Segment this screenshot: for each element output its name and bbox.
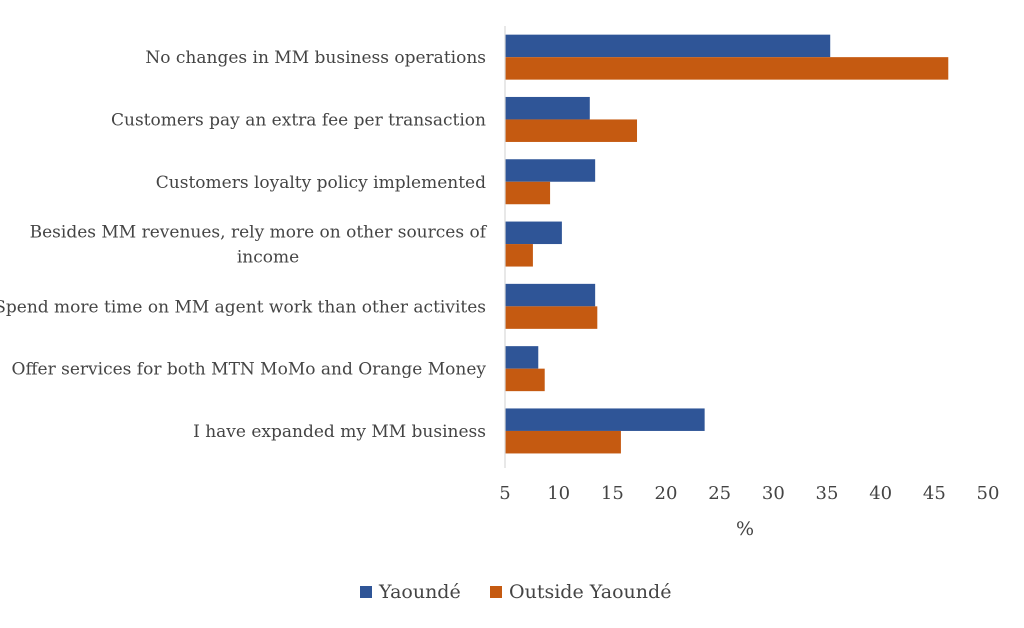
x-tick-label-15: 15 bbox=[601, 483, 624, 504]
bar-yaounde-2 bbox=[505, 159, 596, 182]
bar-yaounde-5 bbox=[505, 346, 539, 369]
category-label-1: Customers pay an extra fee per transacti… bbox=[111, 110, 486, 130]
bar-outside-yaounde-4 bbox=[505, 306, 598, 329]
bar-outside-yaounde-1 bbox=[505, 119, 638, 142]
x-tick-label-40: 40 bbox=[869, 483, 892, 504]
category-label-3-line-1: income bbox=[237, 248, 299, 268]
legend-swatch-outside-yaounde bbox=[490, 586, 502, 598]
legend-label-yaounde: Yaoundé bbox=[378, 581, 461, 603]
bar-yaounde-6 bbox=[505, 408, 705, 431]
x-tick-label-20: 20 bbox=[655, 483, 678, 504]
bar-outside-yaounde-2 bbox=[505, 181, 551, 205]
x-tick-label-45: 45 bbox=[923, 483, 946, 504]
bar-yaounde-0 bbox=[505, 34, 831, 58]
x-tick-label-5: 5 bbox=[499, 483, 510, 504]
bar-yaounde-1 bbox=[505, 96, 590, 120]
x-tick-label-25: 25 bbox=[708, 483, 731, 504]
bar-yaounde-3 bbox=[505, 221, 562, 245]
x-tick-label-50: 50 bbox=[977, 483, 1000, 504]
x-tick-labels: 5 10 15 20 25 30 35 40 45 50 bbox=[499, 483, 999, 504]
category-label-5: Offer services for both MTN MoMo and Ora… bbox=[12, 360, 487, 380]
bar-outside-yaounde-3 bbox=[505, 244, 533, 267]
bar-outside-yaounde-0 bbox=[505, 57, 949, 80]
category-label-3-line-0: Besides MM revenues, rely more on other … bbox=[30, 223, 488, 243]
x-tick-label-35: 35 bbox=[816, 483, 839, 504]
category-label-6: I have expanded my MM business bbox=[193, 422, 486, 442]
category-label-0: No changes in MM business operations bbox=[145, 48, 486, 68]
legend-label-outside-yaounde: Outside Yaoundé bbox=[509, 581, 671, 603]
x-axis-title: % bbox=[736, 518, 754, 540]
legend: Yaoundé Outside Yaoundé bbox=[360, 581, 671, 603]
bar-yaounde-4 bbox=[505, 283, 596, 307]
category-labels: No changes in MM business operations Cust… bbox=[0, 48, 488, 442]
bars-group bbox=[505, 34, 949, 454]
category-label-4: Spend more time on MM agent work than ot… bbox=[0, 297, 486, 317]
legend-swatch-yaounde bbox=[360, 586, 372, 598]
x-tick-label-30: 30 bbox=[762, 483, 785, 504]
x-tick-label-10: 10 bbox=[547, 483, 570, 504]
bar-outside-yaounde-6 bbox=[505, 430, 621, 454]
bar-outside-yaounde-5 bbox=[505, 368, 545, 392]
category-label-2: Customers loyalty policy implemented bbox=[156, 173, 486, 193]
